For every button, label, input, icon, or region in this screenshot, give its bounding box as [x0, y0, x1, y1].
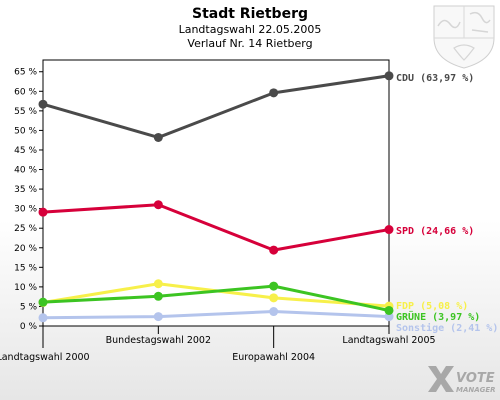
y-tick-label: 0 %: [20, 322, 38, 332]
x-category-label: Landtagswahl 2005: [342, 335, 435, 346]
series-end-label: GRÜNE (3,97 %): [396, 309, 480, 323]
plot-area: [42, 59, 390, 327]
data-point: [153, 279, 163, 289]
y-tick-label: 45 %: [14, 146, 37, 156]
series-end-label: SPD (24,66 %): [396, 226, 474, 237]
y-tick-label: 5 %: [20, 302, 38, 312]
series-sonstige: [38, 307, 394, 323]
data-point: [153, 200, 163, 210]
y-tick-label: 30 %: [14, 205, 37, 215]
y-tick-label: 65 %: [14, 68, 37, 78]
data-point: [269, 245, 279, 255]
series-line: [42, 310, 390, 320]
data-point: [153, 132, 163, 142]
data-point: [153, 291, 163, 301]
series-end-label: Sonstige (2,41 %): [396, 322, 498, 334]
y-tick-label: 15 %: [14, 263, 37, 273]
logo-word-manager: MANAGER: [456, 386, 496, 394]
y-tick-label: 40 %: [14, 166, 37, 176]
data-point: [269, 307, 279, 317]
data-point: [269, 88, 279, 98]
series-spd: [38, 200, 394, 255]
x-category-label: Bundestagswahl 2002: [106, 335, 211, 346]
series-line: [42, 74, 390, 139]
y-tick-label: 25 %: [14, 224, 37, 234]
data-point: [384, 305, 394, 315]
vote-manager-logo: VOTE MANAGER: [428, 366, 496, 394]
chart-subtitle-line-1: Landtagswahl 22.05.2005: [179, 23, 322, 36]
y-tick-label: 60 %: [14, 87, 37, 97]
nrw-coat-of-arms-icon: [433, 5, 495, 69]
chart-title: Stadt Rietberg: [192, 6, 308, 22]
data-point: [269, 293, 279, 303]
y-tick-label: 10 %: [14, 283, 37, 293]
y-tick-label: 55 %: [14, 107, 37, 117]
series-line: [42, 203, 390, 252]
chart-subtitle-line-2: Verlauf Nr. 14 Rietberg: [187, 37, 312, 50]
x-category-label: Landtagswahl 2000: [0, 352, 90, 363]
data-point: [38, 207, 48, 217]
data-point: [38, 99, 48, 109]
data-point: [38, 313, 48, 323]
data-point: [384, 225, 394, 235]
series-cdu: [38, 71, 394, 142]
series-end-label: FDP (5,08 %): [396, 301, 468, 312]
logo-word-vote: VOTE: [456, 371, 495, 386]
vote-manager-x-icon: [428, 366, 454, 392]
series-line: [42, 284, 390, 312]
data-point: [38, 297, 48, 307]
data-point: [269, 281, 279, 291]
y-tick-label: 35 %: [14, 185, 37, 195]
data-point: [384, 71, 394, 81]
series-gr-ne: [38, 281, 394, 315]
data-point: [153, 312, 163, 322]
y-tick-label: 20 %: [14, 244, 37, 254]
y-tick-label: 50 %: [14, 126, 37, 136]
x-category-label: Europawahl 2004: [232, 352, 315, 363]
series-end-label: CDU (63,97 %): [396, 73, 474, 84]
